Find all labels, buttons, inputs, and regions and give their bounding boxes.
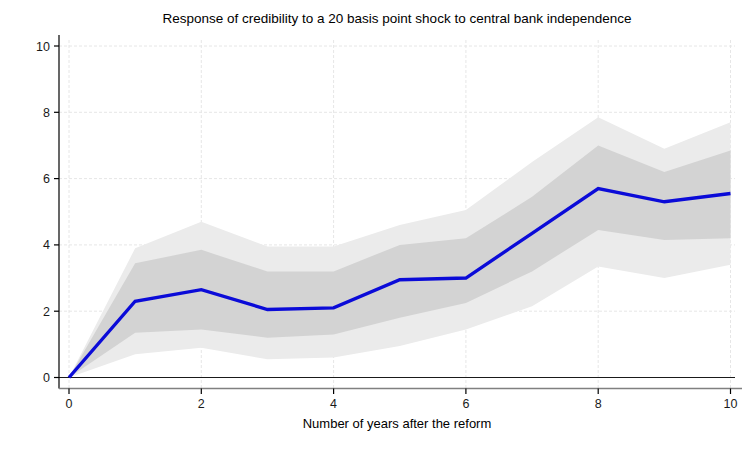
y-tick-label: 2 bbox=[43, 305, 50, 319]
y-tick-label: 6 bbox=[43, 172, 50, 186]
chart-canvas: Response of credibility to a 20 basis po… bbox=[0, 0, 756, 454]
y-tick-label: 10 bbox=[36, 40, 50, 54]
x-tick-label: 0 bbox=[66, 397, 73, 411]
y-tick-label: 8 bbox=[43, 106, 50, 120]
x-tick-label: 6 bbox=[462, 397, 469, 411]
chart-title: Response of credibility to a 20 basis po… bbox=[162, 11, 631, 26]
y-tick-label: 4 bbox=[43, 238, 50, 252]
x-axis-label: Number of years after the reform bbox=[303, 416, 492, 431]
x-tick-label: 2 bbox=[198, 397, 205, 411]
y-tick-label: 0 bbox=[43, 371, 50, 385]
x-tick-label: 4 bbox=[330, 397, 337, 411]
x-tick-label: 10 bbox=[724, 397, 738, 411]
line-chart: Response of credibility to a 20 basis po… bbox=[0, 0, 756, 454]
x-tick-label: 8 bbox=[595, 397, 602, 411]
plot-area: 0 2 4 6 8 10 0 2 4 6 8 10 bbox=[36, 35, 742, 411]
